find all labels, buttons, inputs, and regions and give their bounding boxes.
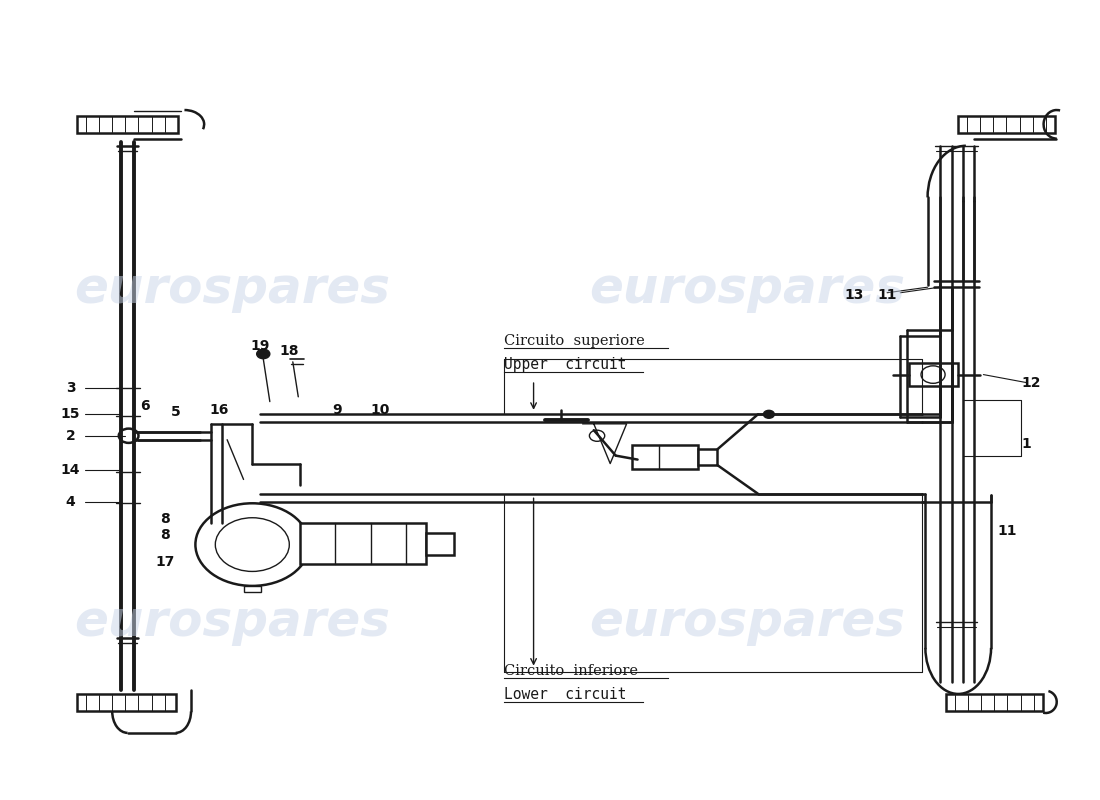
Text: 11: 11 xyxy=(998,524,1018,538)
Text: eurospares: eurospares xyxy=(588,598,905,646)
Circle shape xyxy=(196,503,309,586)
Text: 8: 8 xyxy=(160,512,169,526)
Circle shape xyxy=(256,349,270,358)
Circle shape xyxy=(216,518,289,571)
Bar xyxy=(300,523,427,565)
Text: eurospares: eurospares xyxy=(75,598,390,646)
Bar xyxy=(946,694,1043,711)
Bar xyxy=(697,450,717,465)
Text: 1: 1 xyxy=(1021,437,1031,450)
Text: Lower  circuit: Lower circuit xyxy=(504,687,627,702)
Text: 13: 13 xyxy=(845,288,864,302)
Bar xyxy=(909,363,958,386)
Text: Circuito  inferiore: Circuito inferiore xyxy=(504,664,638,678)
Text: 18: 18 xyxy=(279,344,299,358)
Text: 14: 14 xyxy=(60,463,80,477)
Text: 9: 9 xyxy=(332,402,341,417)
Bar xyxy=(632,446,697,469)
Circle shape xyxy=(590,430,605,442)
Text: eurospares: eurospares xyxy=(75,265,390,313)
Text: 2: 2 xyxy=(66,429,76,442)
Text: 4: 4 xyxy=(66,494,76,509)
Text: 11: 11 xyxy=(878,288,896,302)
Circle shape xyxy=(763,410,774,418)
Text: Circuito  superiore: Circuito superiore xyxy=(504,334,645,348)
Text: 19: 19 xyxy=(251,339,270,353)
Text: 16: 16 xyxy=(210,402,229,417)
Text: 6: 6 xyxy=(140,399,150,414)
Text: 17: 17 xyxy=(155,555,175,569)
Text: Upper  circuit: Upper circuit xyxy=(504,357,627,372)
Text: 12: 12 xyxy=(1022,375,1042,390)
Circle shape xyxy=(119,429,139,443)
Text: 8: 8 xyxy=(160,528,169,542)
Bar xyxy=(243,586,261,592)
Bar xyxy=(427,533,453,555)
Text: eurospares: eurospares xyxy=(588,265,905,313)
Circle shape xyxy=(921,366,945,383)
Text: 10: 10 xyxy=(371,402,390,417)
Bar xyxy=(958,115,1055,133)
Text: 3: 3 xyxy=(66,381,76,395)
Bar xyxy=(77,694,176,711)
Text: 15: 15 xyxy=(60,407,80,422)
Bar xyxy=(77,115,178,133)
Text: 5: 5 xyxy=(170,405,180,419)
